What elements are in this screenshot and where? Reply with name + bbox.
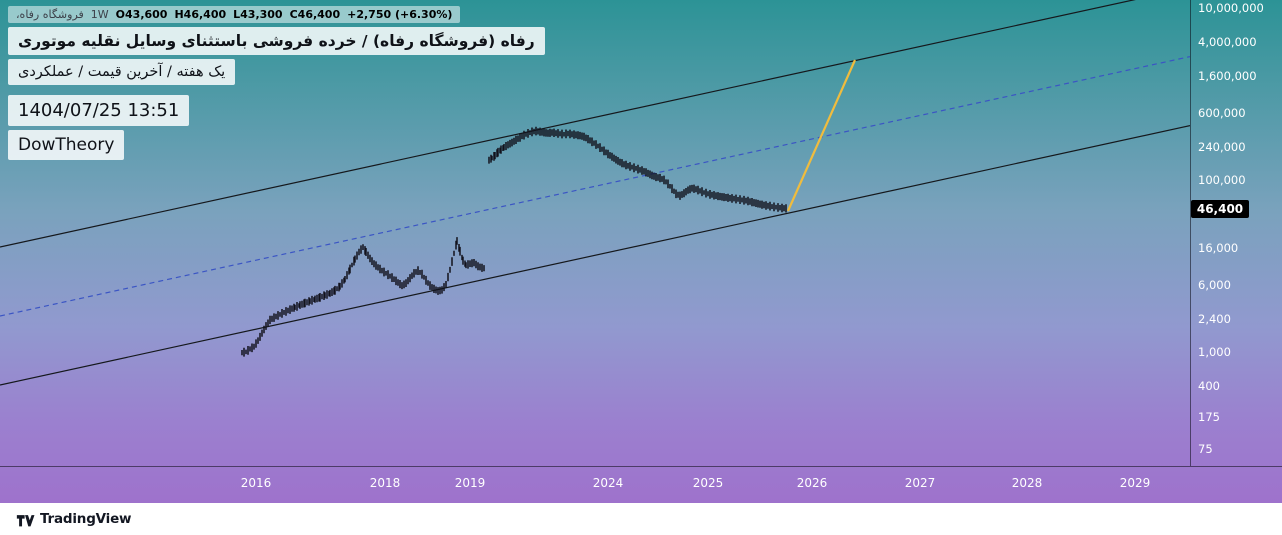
price-tick-label: 2,400 xyxy=(1198,312,1231,326)
time-tick-label: 2027 xyxy=(904,476,936,490)
close-value: C46,400 xyxy=(289,8,341,21)
tradingview-logo[interactable]: TradingView xyxy=(16,511,132,527)
open-value: O43,600 xyxy=(115,8,168,21)
symbol-name-label: فروشگاه رفاه، xyxy=(16,8,84,21)
price-tick-label: 240,000 xyxy=(1198,140,1246,154)
trendline-median[interactable] xyxy=(0,56,1190,317)
price-tick-label: 4,000,000 xyxy=(1198,35,1257,49)
time-tick-label: 2019 xyxy=(454,476,486,490)
time-axis[interactable]: 2016 2018 2019 2024 2025 2026 2027 2028 2029 xyxy=(0,466,1282,503)
change-value: +2,750 (+6.30%) xyxy=(347,8,453,21)
chart-legend: فروشگاه رفاه، 1W O43,600 H46,400 L43,300… xyxy=(8,6,545,160)
chart-subtitle: یک هفته / آخرین قیمت / عملکردی xyxy=(8,59,236,85)
footer-bar: TradingView xyxy=(0,503,1282,535)
time-tick-label: 2026 xyxy=(796,476,828,490)
price-tick-label: 16,000 xyxy=(1198,241,1239,255)
chart-title: رفاه (فروشگاه رفاه) / خرده فروشی باستثنا… xyxy=(8,27,545,55)
high-value: H46,400 xyxy=(174,8,227,21)
chart-author: DowTheory xyxy=(8,130,125,160)
projection-line[interactable] xyxy=(786,59,857,212)
price-tick-label: 100,000 xyxy=(1198,173,1246,187)
time-tick-label: 2028 xyxy=(1011,476,1043,490)
time-tick-label: 2024 xyxy=(592,476,624,490)
time-tick-label: 2016 xyxy=(240,476,272,490)
price-tick-label: 400 xyxy=(1198,379,1220,393)
price-tick-label: 175 xyxy=(1198,410,1220,424)
price-tick-label: 6,000 xyxy=(1198,278,1231,292)
last-price-badge: 46,400 xyxy=(1191,200,1249,218)
time-tick-label: 2029 xyxy=(1119,476,1151,490)
time-tick-label: 2018 xyxy=(369,476,401,490)
trendline-upper[interactable] xyxy=(0,0,1190,248)
tradingview-logo-icon xyxy=(16,514,35,526)
price-tick-label: 75 xyxy=(1198,442,1213,456)
price-tick-label: 10,000,000 xyxy=(1198,1,1264,15)
chart-datetime: 1404/07/25 13:51 xyxy=(8,95,190,126)
price-tick-label: 1,000 xyxy=(1198,345,1231,359)
low-value: L43,300 xyxy=(233,8,283,21)
price-tick-label: 600,000 xyxy=(1198,106,1246,120)
time-tick-label: 2025 xyxy=(692,476,724,490)
ohlc-legend-row[interactable]: فروشگاه رفاه، 1W O43,600 H46,400 L43,300… xyxy=(8,6,461,23)
price-axis[interactable]: 10,000,000 4,000,000 1,600,000 600,000 240,0… xyxy=(1190,0,1282,466)
price-tick-label: 1,600,000 xyxy=(1198,69,1257,83)
price-chart-pane[interactable] xyxy=(0,0,1282,503)
price-series xyxy=(241,126,787,357)
interval-label: 1W xyxy=(90,8,109,21)
trendline-lower[interactable] xyxy=(0,125,1190,386)
tradingview-wordmark: TradingView xyxy=(40,511,132,527)
